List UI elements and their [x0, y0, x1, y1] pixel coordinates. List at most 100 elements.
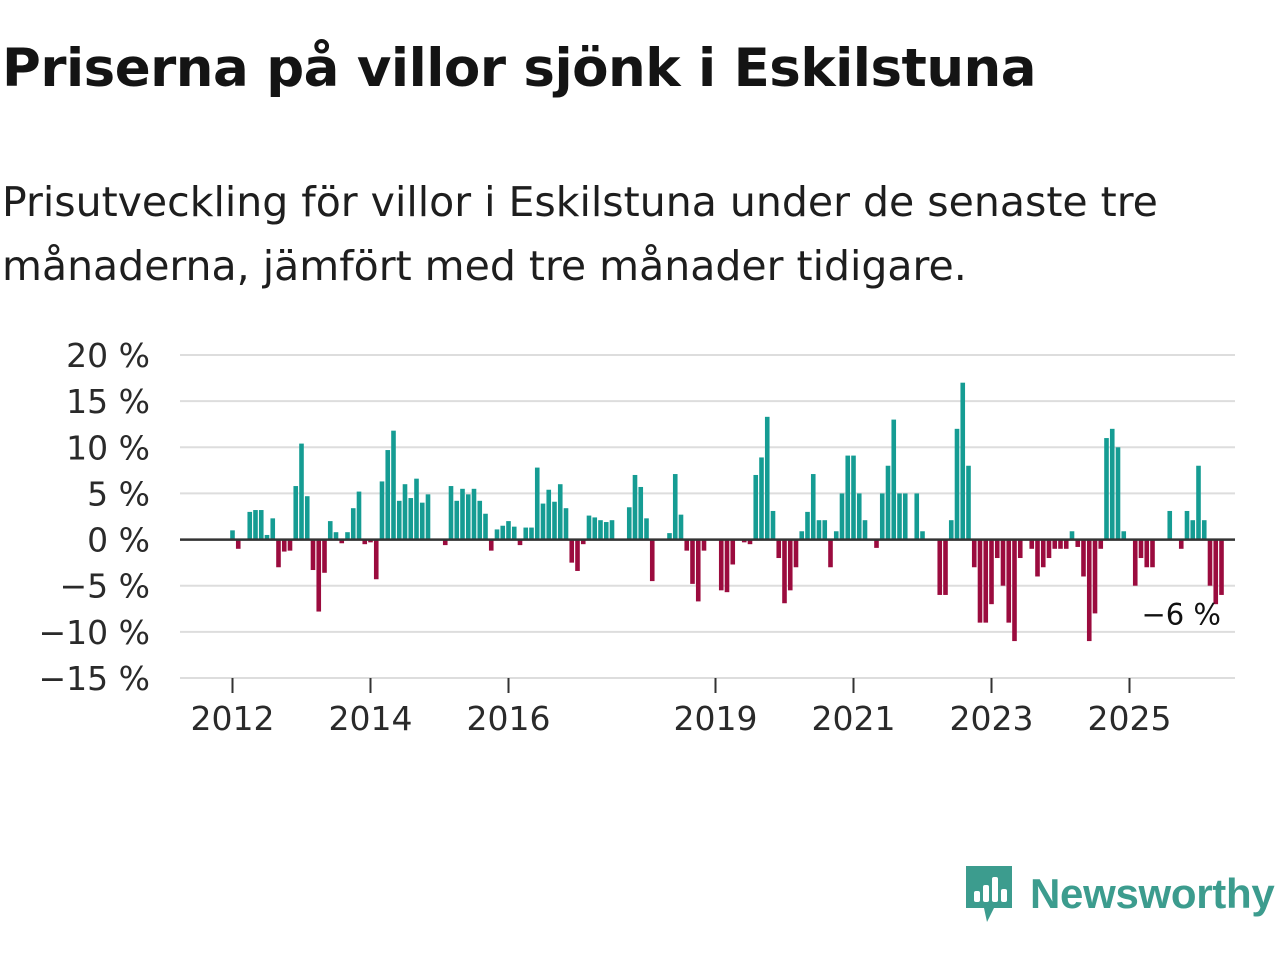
bar-negative: [1178, 539, 1184, 549]
bar-negative: [1138, 539, 1144, 559]
bar-negative: [442, 539, 448, 546]
bar-positive: [753, 474, 759, 540]
bar-positive: [632, 474, 638, 540]
bar-positive: [1115, 447, 1121, 540]
chart-subtitle: Prisutveckling för villor i Eskilstuna u…: [2, 178, 1158, 290]
bar-negative: [1081, 539, 1086, 577]
bar-negative: [1075, 539, 1081, 547]
bar-positive: [966, 465, 971, 540]
bar-positive: [879, 493, 885, 540]
bar-positive: [885, 465, 891, 540]
bar-positive: [609, 520, 615, 540]
bar-positive: [511, 526, 517, 540]
bar-negative: [1058, 539, 1063, 549]
bar-positive: [1184, 510, 1190, 540]
bars: [230, 382, 1224, 642]
x-tick-label: 2021: [812, 699, 896, 738]
bar-positive: [851, 455, 856, 540]
bar-positive: [563, 508, 569, 540]
bar-negative: [695, 539, 701, 602]
bar-positive: [1069, 531, 1075, 540]
bar-negative: [1052, 539, 1058, 549]
bar-positive: [546, 489, 552, 540]
bar-positive: [327, 521, 333, 540]
bar-negative: [747, 539, 753, 545]
bar-negative: [937, 539, 943, 595]
bar-positive: [270, 518, 276, 540]
bar-positive: [816, 520, 822, 540]
bar-positive: [419, 502, 425, 540]
x-tick-label: 2019: [674, 699, 758, 738]
bar-positive: [598, 520, 603, 540]
bar-negative: [701, 539, 707, 551]
bar-negative: [575, 539, 580, 571]
bar-negative: [684, 539, 690, 551]
bar-positive: [856, 493, 862, 540]
bar-positive: [534, 467, 540, 540]
bar-positive: [902, 493, 908, 540]
bar-negative: [1046, 539, 1052, 559]
bar-positive: [345, 532, 350, 540]
bar-positive: [805, 511, 810, 540]
bar-positive: [258, 510, 264, 540]
bar-positive: [425, 494, 431, 540]
bar-negative: [488, 539, 494, 551]
x-tick-label: 2023: [950, 699, 1034, 738]
bar-negative: [517, 539, 523, 546]
bar-positive: [529, 527, 534, 540]
y-tick-label: −5 %: [60, 567, 151, 606]
bar-positive: [540, 503, 546, 540]
bar-negative: [1092, 539, 1098, 614]
bar-positive: [644, 518, 649, 540]
bar-positive: [408, 498, 414, 540]
bar-positive: [833, 531, 839, 540]
bar-positive: [230, 530, 235, 540]
last-value-label: −6 %: [1141, 597, 1221, 631]
chart-title: Priserna på villor sjönk i Eskilstuna: [2, 38, 1037, 99]
bar-positive: [914, 493, 920, 540]
bar-negative: [1086, 539, 1092, 642]
bar-negative: [649, 539, 655, 582]
bar-positive: [552, 501, 557, 540]
bar-negative: [1150, 539, 1155, 568]
bar-negative: [718, 539, 724, 591]
x-tick-label: 2012: [191, 699, 275, 738]
bar-positive: [396, 500, 402, 540]
bar-positive: [1104, 438, 1109, 540]
bar-positive: [500, 525, 506, 540]
bar-negative: [310, 539, 316, 571]
bar-negative: [874, 539, 879, 548]
bar-negative: [1012, 539, 1017, 642]
bar-positive: [460, 488, 465, 540]
bar-negative: [971, 539, 977, 568]
y-tick-label: 5 %: [87, 474, 150, 513]
y-axis-labels: 20 % 15 % 10 % 5 % 0 % −5 % −10 % −15 %: [39, 336, 151, 698]
bar-positive: [385, 450, 391, 540]
bar-positive: [822, 520, 828, 540]
bar-positive: [839, 493, 845, 540]
bar-positive: [764, 416, 770, 540]
bar-positive: [402, 484, 408, 540]
bar-negative: [1029, 539, 1035, 549]
y-tick-label: 20 %: [66, 336, 150, 375]
bar-positive: [379, 481, 385, 540]
bar-positive: [356, 491, 362, 540]
bar-negative: [276, 539, 281, 568]
bar-negative: [943, 539, 948, 595]
bar-negative: [989, 539, 994, 605]
bar-positive: [1109, 428, 1115, 540]
bar-negative: [776, 539, 782, 559]
bar-negative: [1144, 539, 1150, 568]
bar-negative: [373, 539, 379, 580]
bar-positive: [592, 517, 598, 540]
bar-positive: [810, 474, 816, 540]
bar-chart: 20 %15 %10 %5 %0 %−5 %−10 %−15 % 2012 201…: [39, 336, 1235, 738]
y-tick-label: 0 %: [87, 521, 150, 560]
bar-positive: [948, 520, 954, 540]
bar-negative: [787, 539, 793, 591]
bar-positive: [471, 488, 477, 540]
bar-negative: [994, 539, 1000, 559]
bar-positive: [414, 478, 419, 540]
gridlines: [180, 354, 1235, 679]
bar-positive: [350, 508, 356, 540]
